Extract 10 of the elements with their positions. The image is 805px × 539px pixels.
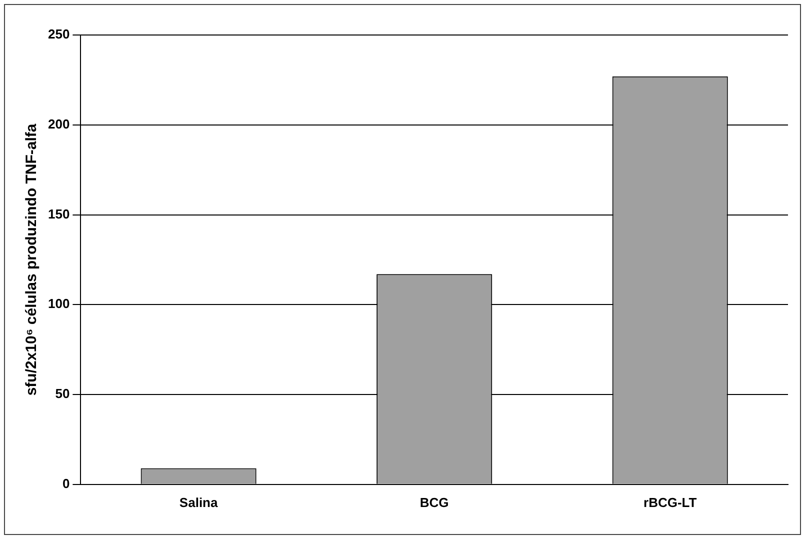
y-axis-title: sfu/2x10⁶ células produzindo TNF-alfa — [23, 123, 40, 396]
y-tick-label: 150 — [48, 206, 70, 222]
y-tick-label: 50 — [55, 386, 70, 402]
y-tick-label: 200 — [48, 116, 70, 132]
x-tick-label: BCG — [420, 494, 449, 510]
y-tick-label: 0 — [62, 476, 70, 491]
y-tick-label: 100 — [48, 296, 70, 312]
x-tick-label: Salina — [179, 494, 218, 510]
y-tick-label: 250 — [48, 26, 70, 42]
x-tick-label: rBCG-LT — [644, 494, 697, 510]
